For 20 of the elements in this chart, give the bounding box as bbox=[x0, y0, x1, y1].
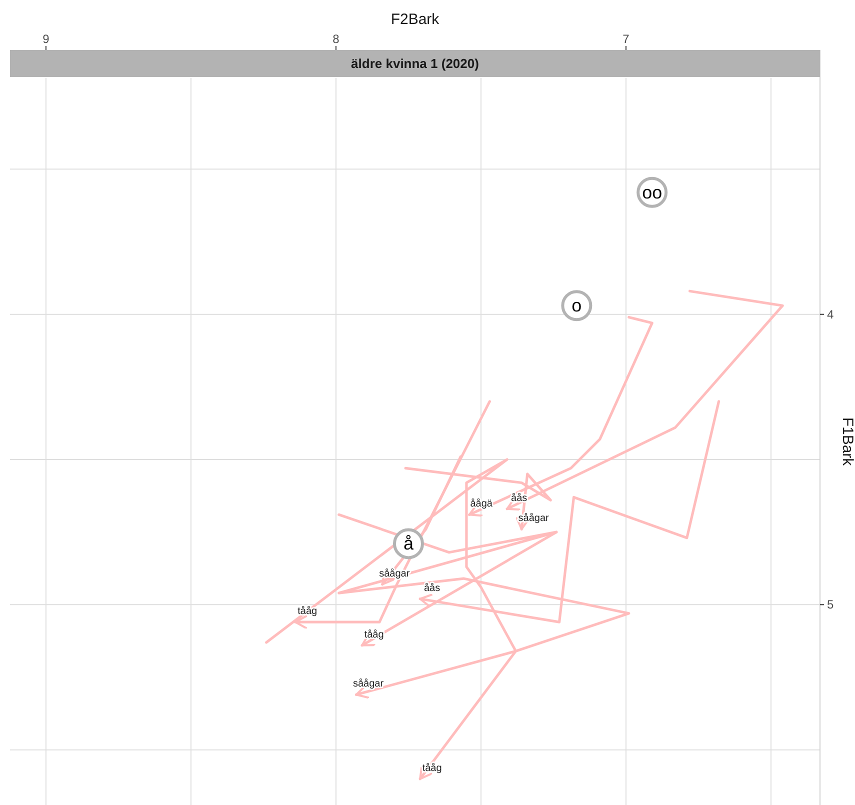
series-label: tååg bbox=[422, 762, 442, 774]
series-label: tååg bbox=[298, 605, 318, 618]
chart-title: äldre kvinna 1 (2020) bbox=[351, 56, 479, 71]
series-label: såågar bbox=[518, 512, 550, 524]
x-tick-label: 9 bbox=[42, 32, 50, 46]
series-label: såågar bbox=[352, 678, 384, 690]
series-label: oo bbox=[642, 182, 662, 202]
x-axis-title: F2Bark bbox=[390, 11, 440, 28]
series-label: åås bbox=[511, 492, 528, 504]
series-label: åågä bbox=[470, 498, 493, 510]
y-tick-label: 4 bbox=[827, 307, 834, 322]
series-label: o bbox=[572, 296, 582, 316]
series-label: tååg bbox=[364, 628, 384, 640]
x-tick-label: 7 bbox=[622, 32, 630, 46]
series-label: å bbox=[403, 534, 414, 554]
series-label: åås bbox=[424, 582, 440, 594]
series-label: såågar bbox=[379, 567, 410, 580]
y-axis-title: F1Bark bbox=[839, 417, 855, 466]
y-tick-label: 5 bbox=[827, 598, 834, 612]
x-tick-label: 8 bbox=[332, 32, 340, 46]
